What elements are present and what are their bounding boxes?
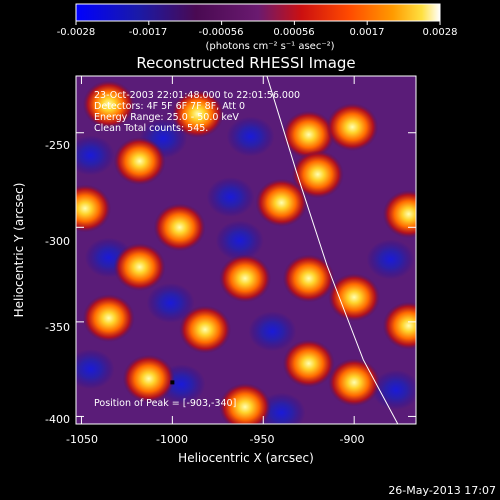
y-tick-label: -350 — [45, 321, 70, 334]
hot-region — [113, 137, 166, 186]
x-axis-ticks — [80, 76, 355, 424]
hot-region — [382, 190, 416, 239]
y-axis-ticks — [76, 132, 416, 417]
colorbar-tick-label: 0.0017 — [350, 27, 385, 38]
cold-region — [206, 177, 255, 218]
hot-region — [282, 254, 335, 303]
solar-limb-curve — [266, 76, 399, 424]
hot-region — [82, 80, 135, 129]
date-stamp: 26-May-2013 17:07 — [388, 484, 496, 497]
x-axis-label: Heliocentric X (arcsec) — [178, 451, 314, 465]
cold-regions — [76, 116, 416, 424]
hot-region — [282, 110, 335, 159]
cold-region — [215, 220, 264, 261]
colorbar-tick-label: -0.0017 — [129, 27, 168, 38]
hot-region — [326, 103, 379, 152]
y-tick-label: -400 — [45, 413, 70, 426]
hot-region — [219, 382, 272, 424]
hot-region — [291, 150, 344, 199]
cold-region — [146, 282, 195, 323]
cold-region — [248, 311, 297, 352]
peak-position-label: Position of Peak = [-903,-340] — [94, 398, 236, 409]
hot-region — [328, 358, 381, 407]
colorbar-gradient — [75, 3, 441, 22]
hot-region — [328, 273, 381, 322]
y-tick-label: -300 — [45, 235, 70, 248]
info-time-range: 23-Oct-2003 22:01:48.000 to 22:01:56.000 — [94, 90, 300, 101]
hot-region — [113, 243, 166, 292]
image-plot — [76, 76, 416, 424]
info-energy-range: Energy Range: 25.0 - 50.0 keV — [94, 112, 239, 123]
info-clean-counts: Clean Total counts: 545. — [94, 123, 208, 134]
colorbar-tick-label: 0.0028 — [423, 27, 458, 38]
x-tick-label: -950 — [250, 433, 275, 446]
peak-dot — [170, 380, 175, 385]
x-tick-label: -1050 — [66, 433, 98, 446]
colorbar-tick-label: -0.0028 — [57, 27, 96, 38]
colorbar-unit-label: (photons cm⁻² s⁻¹ asec⁻²) — [205, 41, 334, 52]
hot-region — [82, 294, 135, 343]
image-title: Reconstructed RHESSI Image — [136, 54, 355, 72]
y-axis-label: Heliocentric Y (arcsec) — [12, 183, 26, 318]
hot-region — [255, 178, 308, 227]
hot-region — [153, 203, 206, 252]
colorbar-tick-label: 0.00056 — [273, 27, 314, 38]
colorbar-tick-label: -0.00056 — [199, 27, 244, 38]
hot-regions — [76, 80, 416, 424]
observation-info: 23-Oct-2003 22:01:48.000 to 22:01:56.000… — [94, 90, 300, 134]
cold-region — [226, 116, 275, 157]
peak-marker — [170, 380, 175, 385]
hot-region — [76, 184, 112, 233]
colorbar-ticks — [75, 21, 441, 25]
plot-frame — [75, 75, 417, 425]
hot-region — [219, 254, 272, 303]
x-tick-label: -1000 — [156, 433, 188, 446]
info-detectors: Detectors: 4F 5F 6F 7F 8F, Att 0 — [94, 101, 245, 112]
cold-region — [366, 239, 415, 280]
hot-region — [382, 301, 416, 350]
hot-region — [179, 305, 232, 354]
x-tick-label: -900 — [340, 433, 365, 446]
y-tick-label: -250 — [45, 139, 70, 152]
hot-region — [122, 354, 175, 403]
cold-region — [76, 349, 115, 390]
hot-region — [282, 339, 335, 388]
cold-region — [372, 369, 416, 410]
colorbar: -0.0028 -0.0017 -0.00056 0.00056 0.0017 … — [57, 3, 458, 52]
hot-region — [171, 89, 224, 138]
cold-region — [76, 135, 115, 176]
